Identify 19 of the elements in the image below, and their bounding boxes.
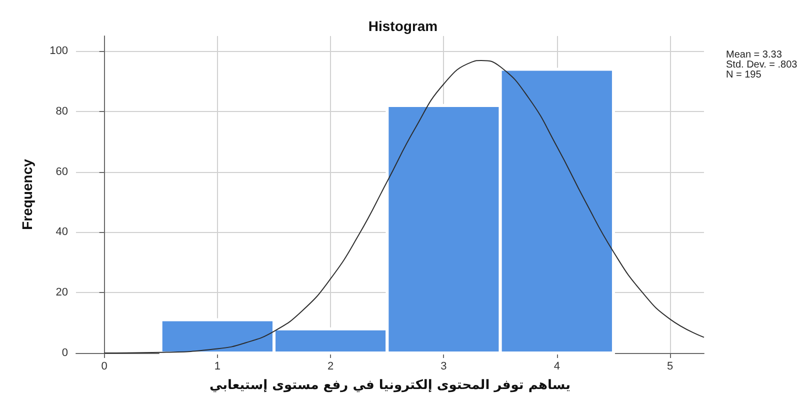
y-tick-label: 40: [56, 226, 68, 238]
x-tick-label: 4: [554, 360, 560, 372]
x-tick-label: 2: [328, 360, 334, 372]
x-tick-label: 5: [666, 360, 674, 372]
y-tick-label: 20: [56, 286, 68, 299]
x-axis-title: يساهم توفر المحتوى إلكترونيا في رفع مستوى إستيعابي: [209, 378, 571, 393]
text: Std. Dev. = .803: [726, 60, 798, 70]
y-axis-title: Frequency: [19, 158, 35, 230]
y-tick-label: 80: [56, 105, 68, 118]
x-tick-label: 0: [101, 360, 108, 372]
line-series: [104, 60, 704, 354]
y-tick-label: 0: [62, 347, 68, 359]
text: N = 195: [726, 70, 762, 80]
x-tick-label: 3: [440, 360, 447, 372]
text: Mean = 3.33: [726, 50, 782, 60]
y-tick-label: 100: [50, 45, 68, 58]
y-tick-label: 60: [56, 166, 68, 178]
chart-title: Histogram: [368, 18, 438, 34]
x-tick-label: 1: [214, 360, 221, 372]
